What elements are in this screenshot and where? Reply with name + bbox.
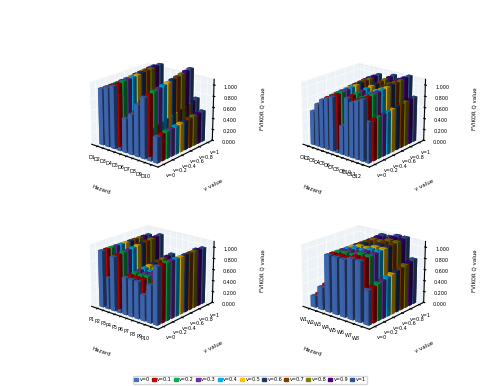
Y-axis label: v value: v value	[414, 178, 434, 192]
Y-axis label: v value: v value	[202, 178, 223, 192]
Y-axis label: v value: v value	[202, 340, 223, 354]
X-axis label: Hazard: Hazard	[302, 184, 322, 195]
X-axis label: Hazard: Hazard	[302, 346, 322, 357]
Legend: v=0, v=0.1, v=0.2, v=0.3, v=0.4, v=0.5, v=0.6, v=0.7, v=0.8, v=0.9, v=1: v=0, v=0.1, v=0.2, v=0.3, v=0.4, v=0.5, …	[133, 376, 367, 384]
X-axis label: Hazard: Hazard	[91, 346, 111, 357]
X-axis label: Hazard: Hazard	[91, 184, 111, 195]
Y-axis label: v value: v value	[414, 340, 434, 354]
